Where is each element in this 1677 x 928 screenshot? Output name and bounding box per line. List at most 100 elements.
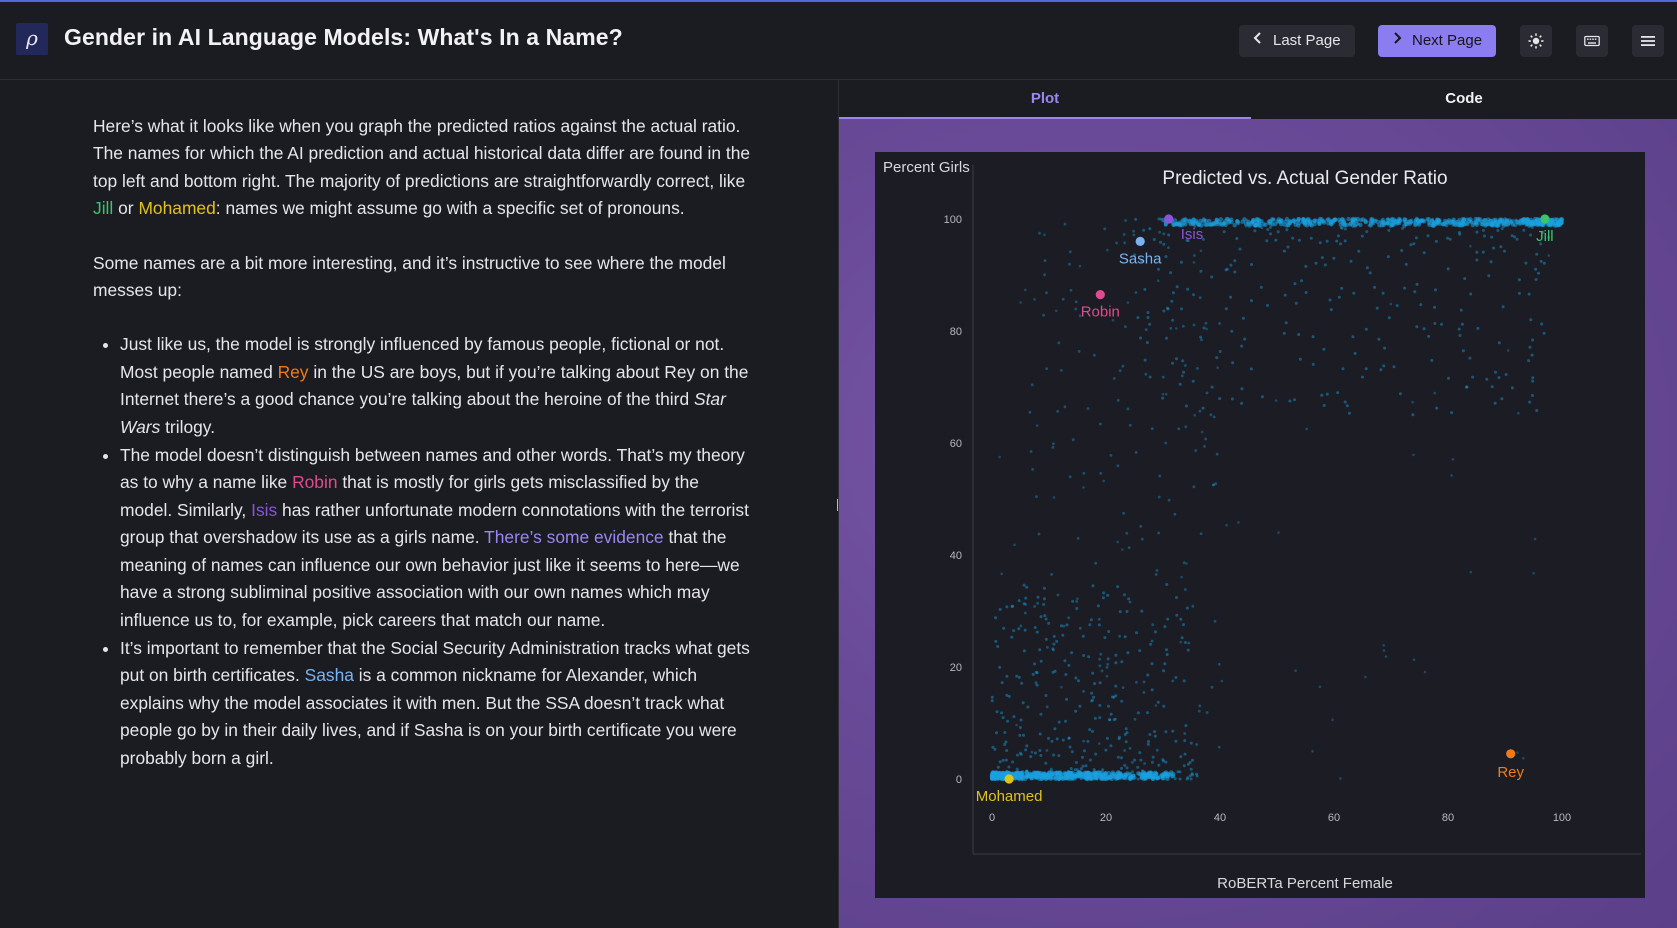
data-point: [1474, 222, 1478, 226]
text: It’s important to remember that the Soci…: [120, 637, 750, 686]
data-point: [1517, 411, 1520, 415]
data-point: [1116, 398, 1120, 402]
data-point: [1146, 311, 1150, 314]
next-page-button[interactable]: Next Page: [1378, 25, 1496, 57]
highlighted-point-mohamed[interactable]: [1004, 774, 1014, 784]
highlighted-point-sasha[interactable]: [1135, 236, 1145, 246]
data-point: [1054, 309, 1058, 313]
tab-plot[interactable]: Plot: [839, 80, 1251, 119]
x-axis-label: RoBERTa Percent Female: [1217, 875, 1393, 892]
data-point: [1075, 607, 1079, 610]
data-point: [992, 776, 996, 780]
data-point: [1348, 221, 1353, 226]
highlighted-point-robin[interactable]: [1095, 290, 1105, 300]
data-point: [1078, 314, 1082, 318]
highlighted-point-jill[interactable]: [1540, 214, 1550, 224]
data-point: [1116, 540, 1119, 544]
text: Just like us, the model is strongly infl…: [120, 334, 725, 382]
data-point: [1086, 407, 1090, 410]
data-point: [1331, 718, 1334, 722]
data-point: [1338, 219, 1343, 224]
data-point: [1052, 496, 1056, 499]
data-point: [1144, 372, 1148, 376]
data-point: [1081, 764, 1085, 768]
x-tick-label: 80: [1442, 812, 1454, 824]
data-point: [1356, 219, 1360, 223]
menu-button[interactable]: [1632, 25, 1664, 57]
data-point: [1134, 217, 1138, 221]
data-point: [1057, 754, 1061, 758]
data-point: [1050, 777, 1054, 781]
data-point: [1108, 777, 1112, 781]
data-point: [1035, 683, 1039, 687]
data-point: [1025, 585, 1029, 589]
highlighted-point-rey[interactable]: [1506, 749, 1516, 759]
data-point: [1166, 307, 1170, 311]
data-point: [996, 645, 1000, 648]
data-point: [1320, 393, 1324, 397]
data-point: [1025, 744, 1029, 748]
data-point: [1225, 523, 1228, 527]
data-point: [1508, 220, 1514, 225]
data-point: [1203, 445, 1206, 448]
data-point: [1000, 681, 1004, 685]
data-point: [1131, 770, 1134, 774]
last-page-button[interactable]: Last Page: [1239, 25, 1355, 57]
data-point: [1137, 771, 1142, 777]
last-page-label: Last Page: [1273, 32, 1341, 49]
data-point: [1161, 392, 1165, 396]
data-point: [1076, 597, 1079, 600]
data-point: [1204, 437, 1207, 441]
highlighted-point-isis[interactable]: [1164, 214, 1174, 224]
data-point: [1064, 673, 1068, 676]
keyboard-shortcuts-button[interactable]: [1576, 25, 1608, 57]
data-point: [1126, 407, 1130, 411]
data-point: [1123, 593, 1126, 597]
data-point: [1075, 768, 1079, 772]
data-point: [1070, 750, 1074, 754]
data-point: [1468, 356, 1472, 360]
data-point: [1090, 777, 1094, 781]
data-point: [1161, 375, 1165, 379]
data-point: [1167, 233, 1171, 237]
data-point: [1139, 524, 1143, 528]
data-point: [1294, 301, 1298, 305]
site-logo[interactable]: ρ: [16, 23, 48, 55]
evidence-link[interactable]: There’s some evidence: [484, 527, 664, 548]
data-point: [1389, 302, 1393, 306]
tab-code[interactable]: Code: [1445, 90, 1483, 107]
theme-toggle-button[interactable]: [1520, 25, 1552, 57]
data-point: [1513, 235, 1517, 239]
data-point: [1088, 758, 1092, 762]
data-point: [994, 639, 998, 643]
data-point: [1413, 290, 1417, 294]
data-point: [1341, 367, 1345, 371]
data-point: [1240, 344, 1244, 348]
data-point: [1135, 631, 1138, 635]
data-point: [1158, 230, 1162, 234]
data-point: [1093, 682, 1097, 686]
data-point: [1067, 736, 1071, 740]
data-point: [1329, 222, 1334, 227]
data-point: [1126, 651, 1130, 655]
paragraph-2: Some names are a bit more interesting, a…: [93, 252, 726, 301]
data-point: [1186, 287, 1190, 291]
data-point: [1105, 674, 1109, 678]
data-point: [1503, 249, 1506, 253]
data-point: [1165, 306, 1169, 310]
data-point: [1489, 260, 1493, 264]
data-point: [1066, 770, 1070, 774]
data-point: [1340, 286, 1344, 290]
data-point: [1017, 627, 1021, 631]
data-point: [1019, 718, 1023, 722]
data-point: [1027, 772, 1031, 776]
data-point: [1146, 316, 1150, 319]
data-point: [1285, 224, 1289, 228]
data-point: [1174, 222, 1180, 227]
scatter-chart[interactable]: Percent Girls Predicted vs. Actual Gende…: [875, 152, 1645, 898]
data-point: [1106, 248, 1109, 252]
data-point: [1006, 719, 1010, 723]
data-point: [1182, 370, 1186, 374]
data-point: [1142, 680, 1146, 684]
data-point: [1018, 733, 1022, 737]
